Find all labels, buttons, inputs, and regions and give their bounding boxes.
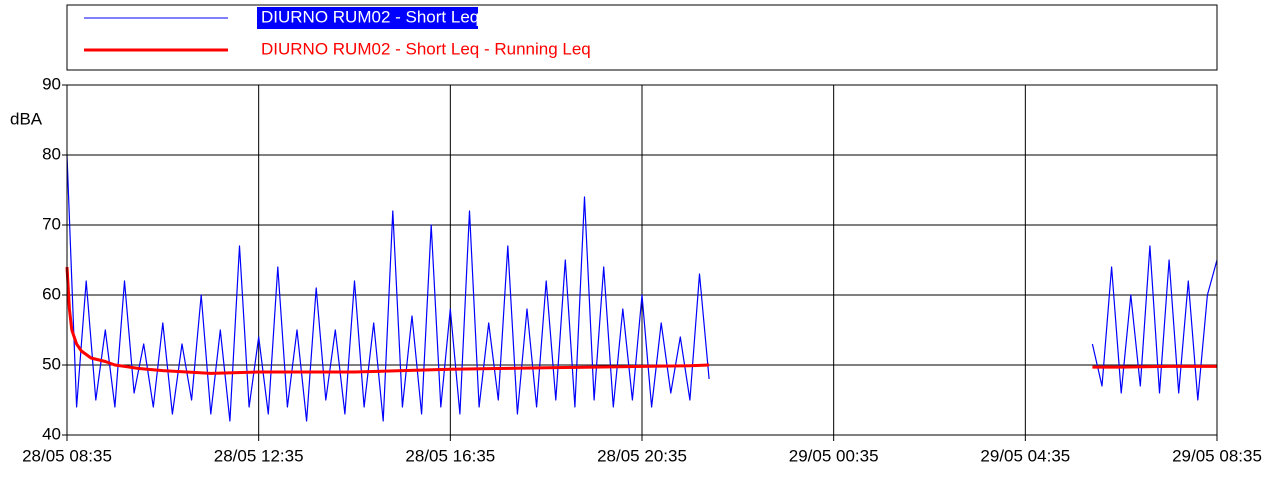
y-tick-label: 80: [42, 144, 61, 163]
legend-label: DIURNO RUM02 - Short Leq - Running Leq: [261, 39, 591, 58]
x-tick-label: 29/05 08:35: [1172, 446, 1262, 465]
x-tick-label: 28/05 12:35: [214, 446, 304, 465]
y-tick-label: 60: [42, 284, 61, 303]
legend-label: DIURNO RUM02 - Short Leq: [261, 7, 479, 26]
y-tick-label: 50: [42, 354, 61, 373]
x-tick-label: 28/05 16:35: [405, 446, 495, 465]
series-line: [65, 266, 1217, 375]
y-tick-label: 40: [42, 424, 61, 443]
y-axis-label: dBA: [10, 109, 43, 128]
x-tick-label: 28/05 08:35: [22, 446, 112, 465]
legend-box: [66, 4, 1218, 71]
series-line: [66, 154, 1218, 422]
x-tick-label: 28/05 20:35: [597, 446, 687, 465]
legend-highlight: [257, 7, 478, 29]
x-tick-label: 29/05 04:35: [980, 446, 1070, 465]
plot-border: [66, 84, 1218, 436]
y-tick-label: 90: [42, 74, 61, 93]
x-tick-label: 29/05 00:35: [789, 446, 879, 465]
y-tick-label: 70: [42, 214, 61, 233]
